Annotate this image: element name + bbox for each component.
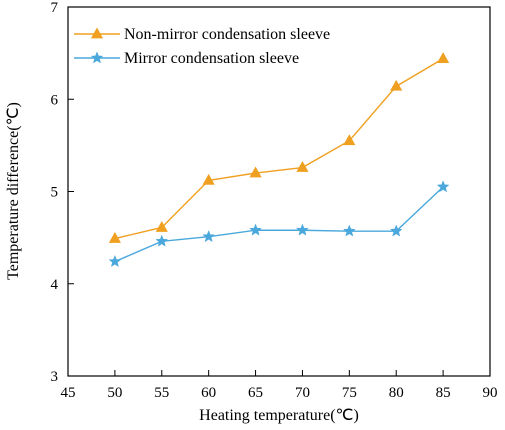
legend: Non-mirror condensation sleeve Mirror con… xyxy=(74,26,330,67)
y-tick-label: 4 xyxy=(51,277,59,293)
series-1-point xyxy=(296,160,309,172)
series-layer xyxy=(108,52,450,268)
series-1-point xyxy=(343,134,356,146)
series-1-point xyxy=(437,52,450,64)
x-tick-label: 60 xyxy=(201,385,216,401)
series-2-point xyxy=(296,223,309,236)
series-1-point xyxy=(390,79,403,91)
series-2-point xyxy=(108,254,122,268)
series-2-point xyxy=(436,180,450,193)
legend-marker xyxy=(90,51,104,64)
series-1-point xyxy=(155,220,168,232)
y-tick-label: 6 xyxy=(51,92,59,108)
x-tick-label: 50 xyxy=(107,385,122,401)
x-tick-label: 90 xyxy=(483,385,498,401)
x-tick-label: 45 xyxy=(61,385,76,401)
series-2-point xyxy=(342,224,356,237)
legend-marker xyxy=(90,27,104,39)
x-tick-label: 55 xyxy=(154,385,169,401)
y-tick-label: 3 xyxy=(51,369,59,385)
legend-label: Mirror condensation sleeve xyxy=(124,50,299,67)
y-axis-title: Temperature difference(℃) xyxy=(5,102,22,280)
series-1-point xyxy=(202,173,215,185)
axis-ticks xyxy=(67,6,491,377)
legend-item-2: Mirror condensation sleeve xyxy=(74,50,299,67)
series-2-point xyxy=(249,223,262,236)
series-1-point xyxy=(108,232,121,243)
series-1-point xyxy=(249,166,262,178)
series-1 xyxy=(108,52,450,243)
x-tick-label: 80 xyxy=(389,385,404,401)
legend-label: Non-mirror condensation sleeve xyxy=(124,26,330,43)
series-2-line xyxy=(114,186,444,263)
y-tick-label: 7 xyxy=(51,0,59,16)
x-axis-title: Heating temperature(℃) xyxy=(199,407,359,424)
series-2-point xyxy=(202,230,216,243)
series-1-line xyxy=(114,58,444,240)
x-tick-label: 85 xyxy=(436,385,451,401)
y-tick-label: 5 xyxy=(51,185,59,201)
series-2-point xyxy=(389,224,403,237)
legend-item-1: Non-mirror condensation sleeve xyxy=(74,26,330,43)
x-tick-label: 75 xyxy=(342,385,357,401)
series-2-point xyxy=(155,234,169,247)
series-2 xyxy=(108,180,450,268)
x-tick-label: 70 xyxy=(295,385,310,401)
x-tick-label: 65 xyxy=(248,385,263,401)
